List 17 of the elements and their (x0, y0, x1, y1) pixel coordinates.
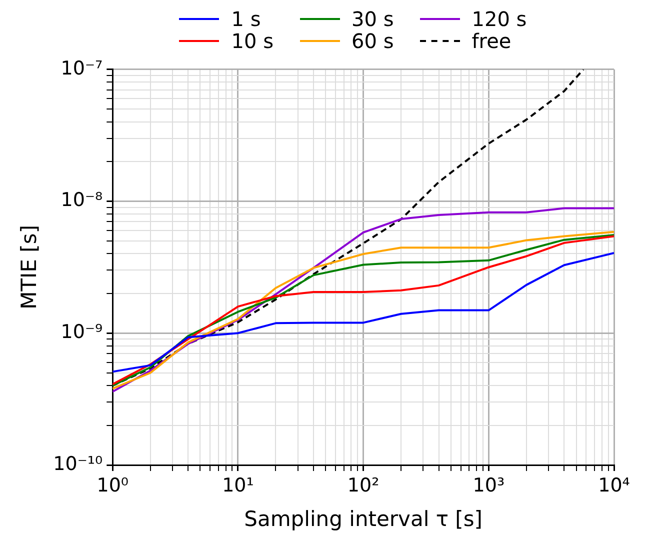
legend-label: 60 s (352, 29, 394, 53)
legend-label: free (472, 29, 512, 53)
y-axis-title: MTIE [s] (17, 224, 42, 310)
y-tick-label: 10⁻⁸ (60, 189, 103, 212)
y-tick-label: 10⁻⁷ (60, 57, 103, 80)
x-tick-label: 10⁴ (598, 474, 630, 496)
legend-label: 10 s (231, 29, 274, 53)
legend-label: 1 s (231, 7, 261, 31)
y-tick-label: 10⁻¹⁰ (53, 452, 103, 475)
legend-label: 30 s (352, 7, 394, 31)
x-axis-title: Sampling interval τ [s] (244, 506, 482, 531)
x-tick-label: 10⁰ (96, 474, 129, 496)
y-tick-label: 10⁻⁹ (60, 321, 103, 344)
legend-label: 120 s (472, 7, 527, 31)
x-tick-label: 10² (347, 474, 380, 496)
x-tick-label: 10³ (472, 474, 505, 496)
x-tick-label: 10¹ (222, 474, 254, 496)
